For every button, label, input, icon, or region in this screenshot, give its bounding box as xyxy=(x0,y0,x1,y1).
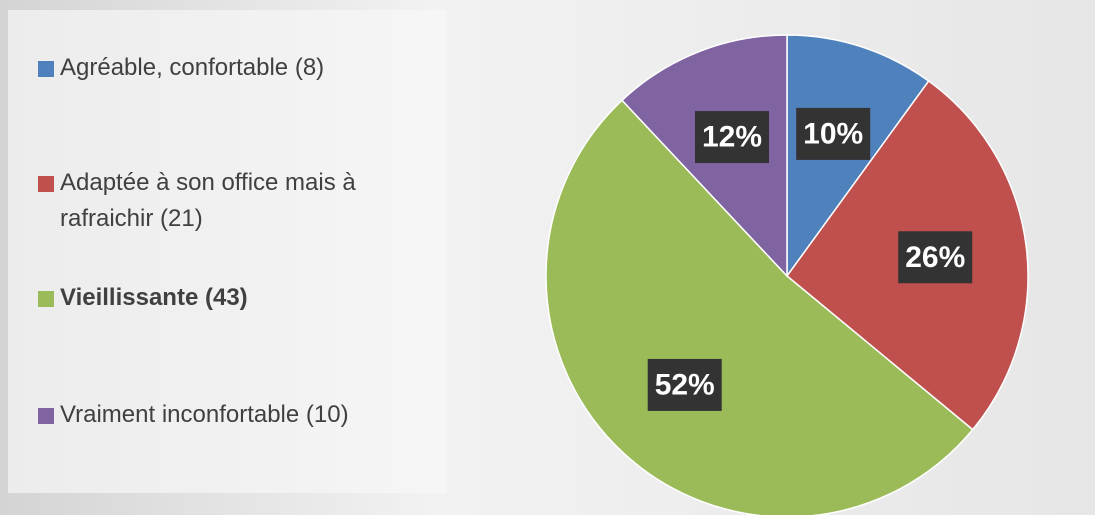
data-label-box xyxy=(694,111,769,164)
legend-item: Agréable, confortable (8) xyxy=(38,50,438,86)
legend-item: Adaptée à son office mais à rafraichir (… xyxy=(38,165,438,237)
legend-panel xyxy=(8,10,447,493)
legend-swatch xyxy=(38,408,54,424)
data-label-box xyxy=(796,107,871,160)
legend-swatch xyxy=(38,61,54,77)
legend-label: Vraiment inconfortable (10) xyxy=(60,401,349,428)
legend-item: Vraiment inconfortable (10) xyxy=(38,397,438,433)
legend-label: Vieillissante (43) xyxy=(60,284,248,311)
pie-slice xyxy=(545,99,974,515)
data-label: 52% xyxy=(655,368,715,401)
data-label-box xyxy=(647,358,722,411)
legend-item: Vieillissante (43) xyxy=(38,280,438,316)
legend-swatch xyxy=(38,291,54,307)
legend-label: Adaptée à son office mais à rafraichir (… xyxy=(60,169,356,232)
legend-label: Agréable, confortable (8) xyxy=(60,54,325,81)
data-label: 26% xyxy=(905,241,965,274)
data-label-box xyxy=(898,231,973,284)
legend-swatch xyxy=(38,176,54,192)
data-label: 10% xyxy=(803,117,863,150)
data-label: 12% xyxy=(702,121,762,154)
